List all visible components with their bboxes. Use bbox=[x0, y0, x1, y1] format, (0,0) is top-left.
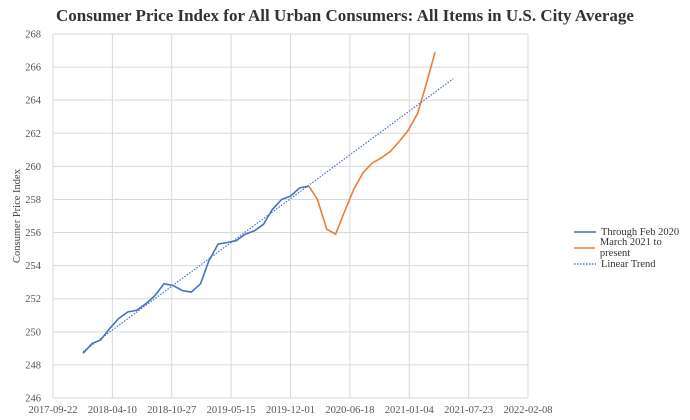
y-tick-label: 252 bbox=[25, 294, 41, 305]
gridlines bbox=[52, 33, 529, 399]
series-lines bbox=[82, 51, 454, 354]
x-tick-label: 2019-05-15 bbox=[207, 405, 256, 416]
y-axis-label: Consumer Price Index bbox=[12, 168, 23, 263]
legend-swatch bbox=[574, 247, 595, 249]
x-tick-labels: 2017-09-22 2018-04-10 2018-10-27 2019-05-15… bbox=[29, 405, 553, 416]
y-tick-label: 266 bbox=[25, 63, 41, 74]
x-tick-label: 2020-06-18 bbox=[325, 405, 374, 416]
y-tick-label: 248 bbox=[25, 360, 41, 371]
x-tick-label: 2018-04-10 bbox=[88, 405, 137, 416]
x-tick-label: 2021-01-04 bbox=[385, 405, 435, 416]
legend-label: Through Feb 2020 bbox=[601, 226, 680, 238]
chart-title: Consumer Price Index for All Urban Consu… bbox=[56, 6, 634, 25]
series-line-0 bbox=[82, 185, 310, 354]
y-tick-label: 256 bbox=[25, 228, 41, 239]
x-tick-label: 2018-10-27 bbox=[147, 405, 196, 416]
legend-label: March 2021 to present bbox=[599, 237, 662, 259]
x-tick-label: 2019-12-01 bbox=[266, 405, 315, 416]
y-tick-label: 246 bbox=[25, 394, 41, 405]
x-tick-label: 2017-09-22 bbox=[29, 405, 78, 416]
legend-item: March 2021 to present bbox=[574, 237, 690, 259]
y-tick-label: 262 bbox=[25, 129, 41, 140]
legend-item: Through Feb 2020 bbox=[574, 224, 690, 240]
y-tick-label: 254 bbox=[25, 261, 42, 272]
legend-item: Linear Trend bbox=[574, 256, 690, 272]
y-tick-label: 258 bbox=[25, 195, 41, 206]
legend-swatch bbox=[574, 231, 596, 233]
y-tick-labels: 246 248 250 252 254 256 258 260 262 264 266 268 bbox=[25, 30, 42, 405]
legend-swatch bbox=[574, 263, 596, 265]
y-tick-label: 264 bbox=[25, 96, 42, 107]
x-tick-label: 2022-02-08 bbox=[504, 405, 553, 416]
y-tick-label: 268 bbox=[25, 30, 41, 41]
legend-label: Linear Trend bbox=[601, 258, 656, 270]
y-tick-label: 260 bbox=[25, 162, 41, 173]
legend: Through Feb 2020 March 2021 to present Lin… bbox=[574, 224, 690, 272]
x-tick-label: 2021-07-23 bbox=[444, 405, 493, 416]
series-line-1 bbox=[308, 51, 436, 236]
y-tick-label: 250 bbox=[25, 327, 41, 338]
